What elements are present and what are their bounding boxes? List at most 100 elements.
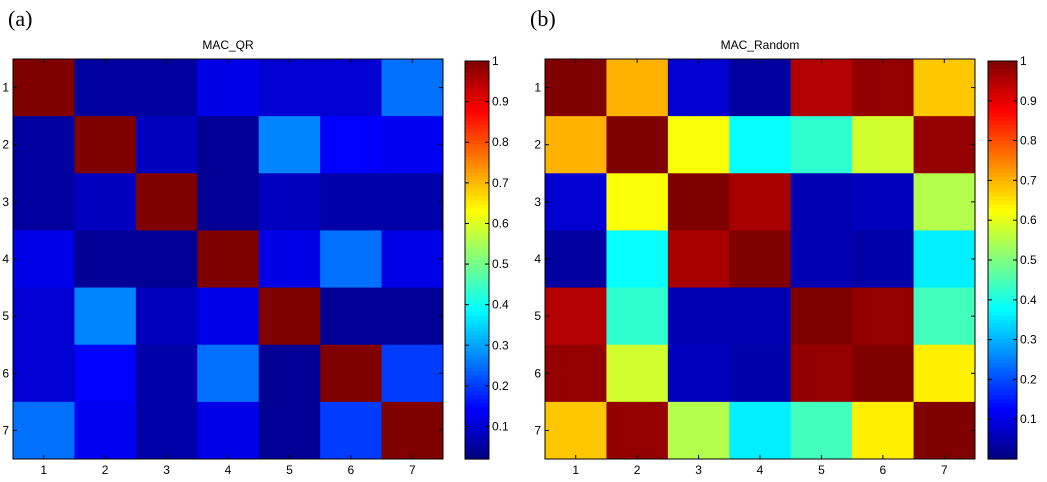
colorbar-stripe xyxy=(465,319,489,325)
heatmap-cell xyxy=(320,116,383,174)
colorbar-stripe xyxy=(465,204,489,209)
x-tick-label: 6 xyxy=(348,463,355,477)
colorbar-stripe xyxy=(465,156,489,162)
colorbar-stripe xyxy=(465,80,489,86)
y-tick-label: 4 xyxy=(2,252,9,266)
colorbar-stripe xyxy=(465,128,489,134)
heatmap-cell xyxy=(852,230,915,289)
colorbar-stripe xyxy=(465,415,489,420)
y-tick-label: 6 xyxy=(534,366,541,380)
colorbar-stripe xyxy=(988,363,1017,369)
colorbar-stripe xyxy=(465,180,489,185)
colorbar-stripe xyxy=(988,315,1017,321)
colorbar-stripe xyxy=(465,116,489,122)
heatmap-cell xyxy=(913,116,976,174)
colorbar-stripe xyxy=(988,180,1017,185)
colorbar-stripe xyxy=(988,427,1017,432)
heatmap-cell xyxy=(197,287,260,346)
heatmap-cell xyxy=(729,230,792,289)
heatmap-cell xyxy=(606,173,669,231)
x-tick-label: 5 xyxy=(286,463,293,477)
colorbar-tick-label: 0.8 xyxy=(492,135,509,149)
colorbar-stripe xyxy=(988,327,1017,333)
colorbar-tick-label: 0.3 xyxy=(1020,333,1037,347)
colorbar-stripe xyxy=(988,68,1017,74)
heatmap-cell xyxy=(74,173,137,231)
colorbar-stripe xyxy=(988,116,1017,122)
colorbar-stripe xyxy=(465,112,489,118)
colorbar-stripe xyxy=(988,208,1017,213)
x-tick-label: 1 xyxy=(40,463,47,477)
colorbar-stripe xyxy=(465,427,489,432)
heatmap-cell xyxy=(852,59,915,117)
x-tick-label: 1 xyxy=(572,463,579,477)
heatmap-cell xyxy=(135,59,198,117)
colorbar-stripe xyxy=(465,236,489,241)
colorbar-stripe xyxy=(465,172,489,178)
colorbar-stripe xyxy=(988,375,1017,380)
colorbar-stripe xyxy=(465,260,489,265)
y-tick-label: 7 xyxy=(2,423,9,437)
colorbar-stripe xyxy=(988,224,1017,229)
colorbar-stripe xyxy=(988,263,1017,269)
colorbar-stripe xyxy=(465,136,489,142)
colorbar-stripe xyxy=(988,61,1017,66)
colorbar-tick-label: 0.1 xyxy=(492,420,509,434)
colorbar-stripe xyxy=(988,92,1017,98)
colorbar-stripe xyxy=(988,84,1017,90)
heatmap-cell xyxy=(852,344,915,403)
heatmap-cell xyxy=(667,173,730,231)
colorbar-stripe xyxy=(988,395,1017,400)
heatmap-cell xyxy=(320,287,383,346)
colorbar-stripe xyxy=(465,124,489,130)
colorbar-stripe xyxy=(988,80,1017,86)
colorbar-stripe xyxy=(988,399,1017,404)
heatmap-cell xyxy=(135,287,198,346)
colorbar-stripe xyxy=(465,196,489,201)
colorbar-stripe xyxy=(465,228,489,233)
colorbar-stripe xyxy=(465,419,489,424)
x-tick-label: 4 xyxy=(225,463,232,477)
colorbar-stripe xyxy=(988,228,1017,233)
colorbar-stripe xyxy=(988,411,1017,416)
colorbar-stripe xyxy=(988,407,1017,412)
colorbar-stripe xyxy=(988,192,1017,197)
colorbar-stripe xyxy=(465,192,489,197)
colorbar-tick-label: 0.5 xyxy=(492,257,509,271)
heatmap-cell xyxy=(320,59,383,117)
colorbar-stripe xyxy=(988,307,1017,313)
heatmap-cell xyxy=(852,287,915,346)
colorbar-stripe xyxy=(465,271,489,277)
colorbar-stripe xyxy=(988,383,1017,388)
colorbar-tick-label: 0.8 xyxy=(1020,134,1037,148)
chart-title: MAC_Random xyxy=(721,38,800,52)
heatmap-cell xyxy=(606,230,669,289)
heatmap-cell xyxy=(913,287,976,346)
colorbar-stripe xyxy=(465,435,489,440)
y-tick-label: 5 xyxy=(2,309,9,323)
colorbar-stripe xyxy=(465,315,489,321)
colorbar-stripe xyxy=(465,104,489,110)
heatmap-cell xyxy=(667,287,730,346)
y-tick-label: 1 xyxy=(534,81,541,95)
colorbar-stripe xyxy=(988,339,1017,345)
colorbar-stripe xyxy=(988,355,1017,361)
colorbar-stripe xyxy=(465,407,489,412)
colorbar-stripe xyxy=(988,220,1017,225)
colorbar-stripe xyxy=(988,415,1017,420)
colorbar-stripe xyxy=(988,319,1017,325)
heatmap-cell xyxy=(381,344,444,403)
heatmap-cell xyxy=(381,287,444,346)
colorbar-stripe xyxy=(465,447,489,452)
heatmap-cell xyxy=(852,401,915,460)
colorbar-stripe xyxy=(465,275,489,281)
heatmap-cell xyxy=(729,116,792,174)
colorbar-stripe xyxy=(465,72,489,78)
colorbar-stripe xyxy=(988,435,1017,440)
colorbar-stripe xyxy=(988,419,1017,424)
heatmap-cell xyxy=(320,344,383,403)
colorbar-stripe xyxy=(465,144,489,150)
colorbar-stripe xyxy=(988,439,1017,444)
heatmap-cell xyxy=(381,230,444,289)
